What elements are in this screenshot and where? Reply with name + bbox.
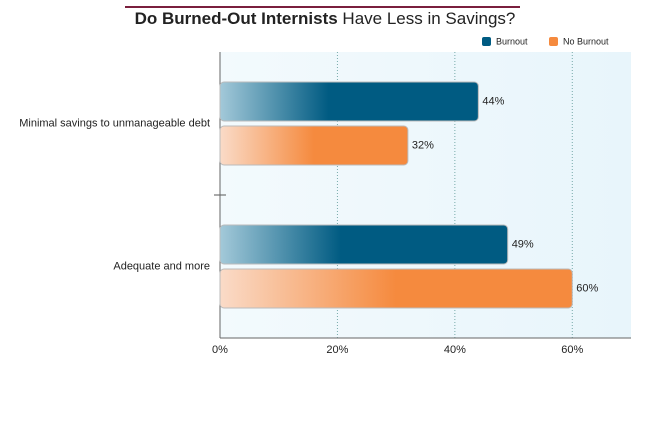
x-tick-label: 20% bbox=[326, 344, 348, 356]
chart-title: Do Burned-Out Internists Have Less in Sa… bbox=[135, 9, 516, 28]
data-label: 60% bbox=[576, 282, 598, 294]
x-tick-label: 0% bbox=[212, 344, 228, 356]
x-tick-label: 40% bbox=[444, 344, 466, 356]
x-tick-label: 60% bbox=[561, 344, 583, 356]
data-label: 44% bbox=[482, 95, 504, 107]
bar bbox=[219, 81, 479, 122]
legend-label: No Burnout bbox=[563, 36, 609, 46]
legend-swatch bbox=[482, 37, 491, 46]
data-label: 32% bbox=[412, 139, 434, 151]
bar bbox=[219, 125, 409, 166]
y-tick-label: Adequate and more bbox=[113, 260, 210, 272]
legend-swatch bbox=[549, 37, 558, 46]
y-tick-label: Minimal savings to unmanageable debt bbox=[19, 117, 210, 129]
bar bbox=[219, 224, 509, 265]
title-bold: Do Burned-Out Internists bbox=[135, 9, 338, 28]
bar bbox=[219, 268, 573, 309]
title-regular: Have Less in Savings? bbox=[342, 9, 515, 28]
legend-label: Burnout bbox=[496, 36, 528, 46]
data-label: 49% bbox=[512, 238, 534, 250]
